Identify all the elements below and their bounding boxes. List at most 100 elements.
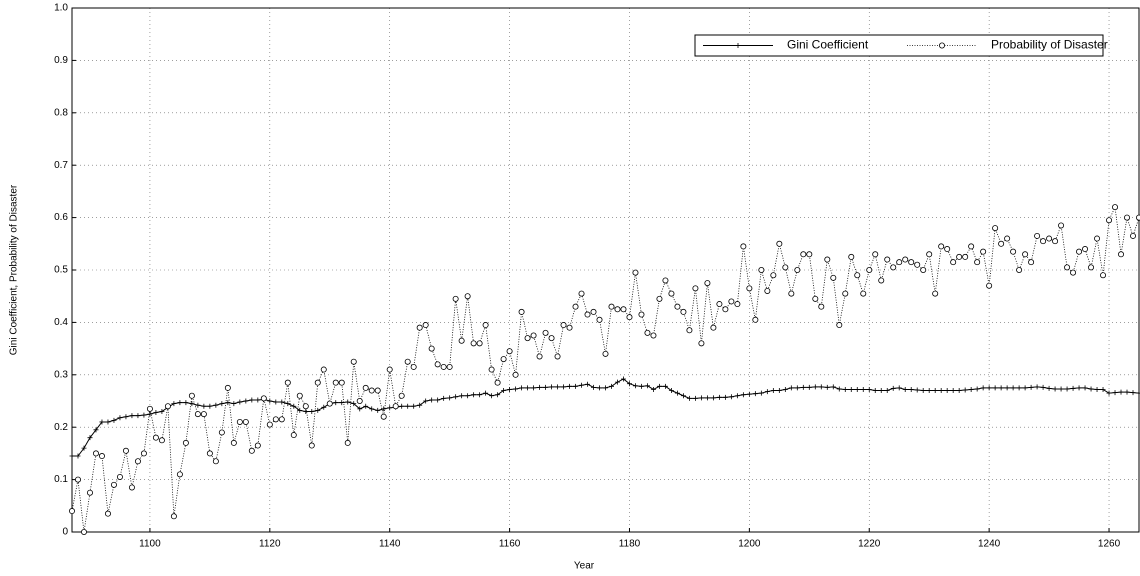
point [1082,246,1089,253]
y-tick-label: 0.8 [54,107,68,118]
point [794,266,801,273]
point [554,353,561,360]
point [800,251,807,258]
point [87,435,93,441]
point [110,481,117,488]
point [447,395,453,401]
point [614,306,621,313]
point [1118,389,1124,395]
point [956,388,962,394]
point [489,393,495,399]
point [890,264,897,271]
point [782,386,788,392]
point [333,400,339,406]
point [464,293,471,300]
point [549,384,555,390]
x-tick-label: 1160 [499,539,521,550]
point [884,256,891,263]
point [159,408,165,414]
point [506,348,513,355]
point [243,398,249,404]
point [920,388,926,394]
point [129,413,135,419]
point [512,371,519,378]
point [315,407,321,413]
point [284,379,291,386]
point [255,397,261,403]
point [872,251,879,258]
point [608,383,614,389]
point [1124,389,1130,395]
point [573,383,579,389]
point [218,429,225,436]
point [1028,384,1034,390]
point [932,290,939,297]
point [219,401,225,407]
point [758,390,764,396]
point [1088,386,1094,392]
point [260,395,267,402]
point [188,392,195,399]
point [1034,384,1040,390]
point [890,385,896,391]
point [944,388,950,394]
point [698,340,705,347]
point [638,383,644,389]
point [465,393,471,399]
series-line [71,205,1140,533]
point [363,403,369,409]
point [477,392,483,398]
point [278,416,285,423]
point [1118,251,1125,258]
point [758,266,765,273]
point [483,390,489,396]
point [1082,385,1088,391]
point [716,301,723,308]
point [1004,385,1010,391]
point [842,290,849,297]
x-axis-label: Year [574,561,595,572]
point [1088,264,1095,271]
point [303,408,309,414]
point [117,415,123,421]
point [1040,384,1046,390]
point [404,358,411,365]
point [224,384,231,391]
y-tick-label: 0.9 [54,55,68,66]
point [1016,266,1023,273]
x-tick-label: 1100 [139,539,161,550]
point [818,303,825,310]
point [242,418,249,425]
point [254,442,261,449]
plot-frame [71,7,1140,533]
point [446,363,453,370]
point [728,298,735,305]
point [806,384,812,390]
point [752,391,758,397]
point [375,407,381,413]
point [632,269,639,276]
point [602,350,609,357]
point [1094,235,1101,242]
point [830,384,836,390]
point [1100,272,1107,279]
point [884,388,890,394]
point [561,384,567,390]
point [285,401,291,407]
point [776,240,783,247]
point [1070,269,1077,276]
point [189,401,195,407]
point [842,386,848,392]
point [386,366,393,373]
point [537,384,543,390]
point [650,332,657,339]
point [585,381,591,387]
point [1112,390,1118,396]
point [374,387,381,394]
point [434,361,441,368]
point [507,386,513,392]
point [410,363,417,370]
point [866,386,872,392]
point [1028,259,1035,266]
legend-label: Probability of Disaster [991,38,1108,52]
